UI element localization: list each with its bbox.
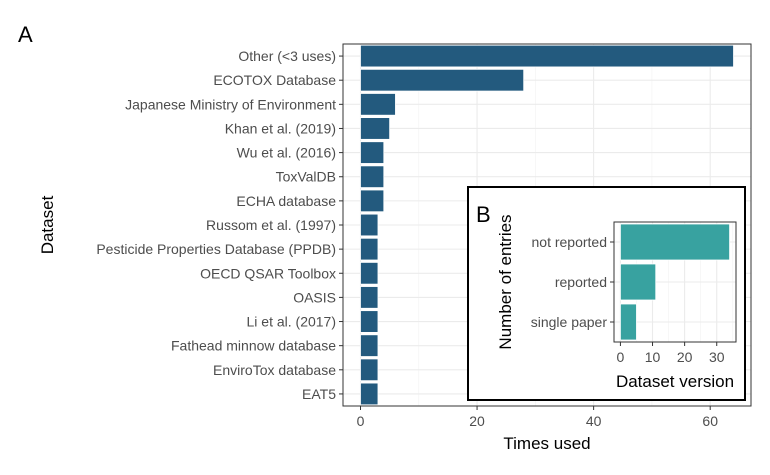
x-tick-label: 10 (645, 349, 661, 365)
bar (360, 358, 379, 382)
panel-b-x-ticks: 0 10 20 30 (617, 342, 725, 365)
y-tick-label: single paper (531, 314, 608, 330)
bar (360, 310, 379, 333)
y-tick-label: EnviroTox database (213, 362, 336, 378)
bar (360, 44, 734, 68)
bar (360, 382, 379, 406)
bar (360, 165, 385, 188)
x-tick-label: 30 (709, 349, 725, 365)
panel-b-y-ticks: not reported reported single paper (531, 234, 614, 330)
bar (360, 213, 379, 237)
y-tick-label: EAT5 (302, 386, 336, 402)
bar (360, 117, 391, 140)
bar (360, 334, 379, 357)
y-tick-label: OECD QSAR Toolbox (200, 265, 336, 281)
y-tick-label: Khan et al. (2019) (225, 120, 336, 136)
y-tick-label: ECHA database (236, 193, 336, 209)
bar (360, 93, 396, 116)
panel-a-y-ticks: Other (<3 uses) ECOTOX Database Japanese M… (96, 48, 343, 402)
bar (360, 286, 379, 309)
panel-a-bars (360, 44, 734, 406)
x-tick-label: 60 (702, 413, 718, 429)
panel-a-x-ticks: 0 20 40 60 (357, 406, 718, 429)
panel-a-y-axis-title: Dataset (38, 195, 57, 254)
y-tick-label: not reported (532, 234, 608, 250)
panel-b-x-axis-title: Dataset version (616, 372, 734, 391)
y-tick-label: Other (<3 uses) (238, 48, 336, 64)
bar (620, 223, 730, 261)
y-tick-label: Fathead minnow database (171, 338, 336, 354)
bar (620, 303, 637, 341)
y-tick-label: Wu et al. (2016) (237, 145, 336, 161)
bar (360, 189, 385, 213)
bar (360, 262, 379, 285)
y-tick-label: ECOTOX Database (213, 72, 336, 88)
panel-b-y-axis-title: Number of entries (496, 214, 515, 349)
y-tick-label: Li et al. (2017) (247, 314, 337, 330)
bar (620, 263, 657, 301)
y-tick-label: Russom et al. (1997) (206, 217, 336, 233)
bar (360, 237, 379, 261)
y-tick-label: Japanese Ministry of Environment (125, 96, 336, 112)
bar (360, 68, 525, 92)
y-tick-label: OASIS (293, 289, 336, 305)
bar (360, 141, 385, 164)
panel-b-bars (620, 223, 730, 341)
panel-b-tag: B (476, 202, 491, 227)
x-tick-label: 20 (677, 349, 693, 365)
x-tick-label: 0 (357, 413, 365, 429)
x-tick-label: 0 (617, 349, 625, 365)
x-tick-label: 20 (469, 413, 485, 429)
panel-b-inset: B not reported reported single paper 0 10 20… (467, 186, 746, 401)
y-tick-label: reported (555, 274, 607, 290)
y-tick-label: Pesticide Properties Database (PPDB) (96, 241, 336, 257)
y-tick-label: ToxValDB (276, 169, 336, 185)
panel-a-x-axis-title: Times used (503, 434, 590, 453)
x-tick-label: 40 (586, 413, 602, 429)
panel-a-tag: A (18, 22, 33, 47)
